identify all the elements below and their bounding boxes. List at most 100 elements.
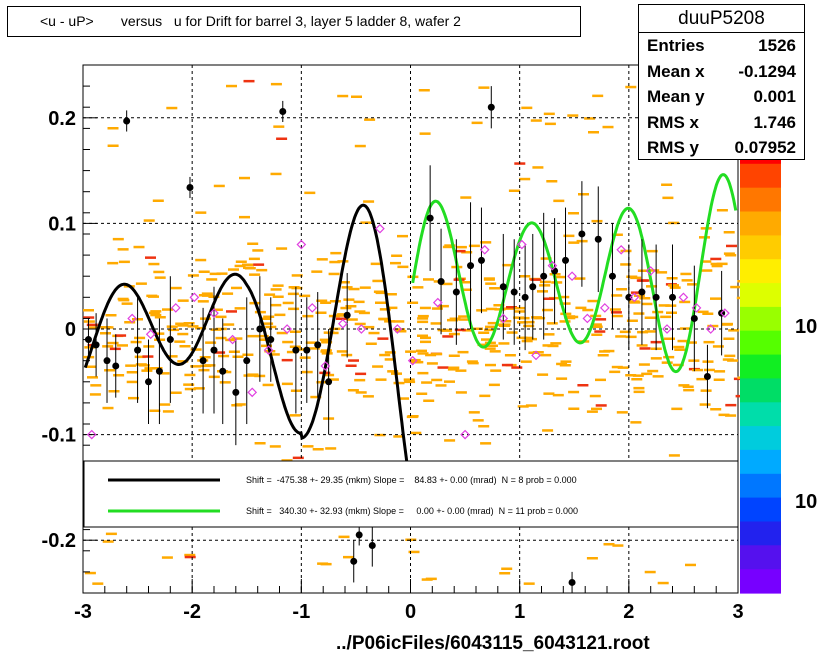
histogram-cell [669,286,681,289]
histogram-cell [85,365,97,368]
histogram-cell [260,317,272,320]
histogram-cell [674,348,686,351]
histogram-cell [105,314,117,317]
histogram-cell [148,262,160,266]
histogram-cell [467,361,479,365]
stats-label: Entries [647,36,705,55]
histogram-cell [84,346,96,349]
histogram-cell [686,341,697,344]
histogram-cell [589,394,601,398]
histogram-cell [448,332,460,336]
histogram-cell [713,378,725,381]
histogram-cell [370,262,382,266]
histogram-cell [700,260,712,263]
histogram-cell [480,241,492,244]
histogram-cell [108,390,120,393]
histogram-cell [197,300,209,303]
histogram-cell [264,293,276,296]
histogram-cell [652,375,664,378]
x-tick-label: -3 [74,601,92,623]
histogram-cell [363,325,375,329]
data-point-open [86,429,97,440]
histogram-cell [520,360,532,363]
histogram-cell [539,280,551,284]
histogram-cell [611,233,623,236]
histogram-cell [183,322,195,325]
histogram-cell [390,261,401,265]
data-point-open [720,308,730,319]
histogram-cell [338,281,350,284]
stats-row: Mean y 0.001 [639,84,804,110]
histogram-cell [493,304,505,307]
histogram-cell [153,270,165,274]
histogram-cell [447,318,458,322]
histogram-cell [254,442,266,445]
histogram-cell [478,86,490,89]
histogram-cell [184,553,196,557]
histogram-cell [215,336,227,340]
data-point-filled [303,346,311,354]
histogram-cell [716,262,728,266]
histogram-cell [591,333,603,336]
histogram-cell [537,290,548,293]
histogram-cell [449,317,461,320]
histogram-cell [340,306,352,310]
histogram-cell [259,338,270,341]
histogram-cell [595,404,607,407]
histogram-cell [441,282,453,286]
histogram-cell [703,340,715,344]
histogram-cell [508,189,520,192]
histogram-cell [647,369,659,373]
x-tick-label: 3 [732,601,743,623]
data-point-filled [521,293,529,301]
histogram-cell [330,251,342,255]
histogram-cell [154,276,166,279]
data-point-filled [499,283,507,291]
histogram-cell [162,410,174,413]
histogram-cell [276,331,288,335]
stats-label: RMS y [647,138,699,157]
histogram-cell [107,261,119,265]
histogram-cell [195,211,207,214]
histogram-cell [712,345,724,348]
data-point-open [460,429,470,440]
histogram-cell [134,336,146,340]
histogram-cell [355,372,367,376]
histogram-cell [711,264,723,268]
stats-label: Mean y [647,87,705,106]
data-point-filled [186,183,194,191]
data-point-open [547,260,558,271]
histogram-cell [609,370,621,374]
histogram-cell [274,313,286,317]
histogram-cell [609,308,621,311]
histogram-cell [299,356,311,359]
y-tick-label: 0 [65,319,76,341]
fit-curve-black [83,203,409,466]
histogram-cell [632,374,644,377]
histogram-cell [506,306,517,309]
data-point-filled [350,557,358,565]
histogram-cell [636,344,648,347]
histogram-cell [409,358,421,362]
histogram-cell [721,323,733,326]
histogram-cell [148,311,160,315]
histogram-cell [457,350,469,354]
data-point-filled [292,346,300,354]
histogram-cell [205,341,217,344]
histogram-cell [272,295,284,298]
histogram-cell [219,381,231,384]
axes: -3 -2 -1 0 1 2 3 -0.2 -0.1 0 0.1 0.2 [42,64,744,623]
histogram-cell [193,387,205,390]
data-point-open [616,244,627,255]
histogram-cell [152,199,164,202]
x-tick-label: 1 [514,601,525,623]
histogram-cell [597,354,609,357]
histogram-cell [343,555,354,559]
histogram-cell [426,362,438,365]
histogram-cell [620,249,632,253]
data-point-open [337,318,348,329]
data-point-open [407,355,418,366]
histogram-cell [315,311,327,314]
histogram-cell [646,249,658,253]
